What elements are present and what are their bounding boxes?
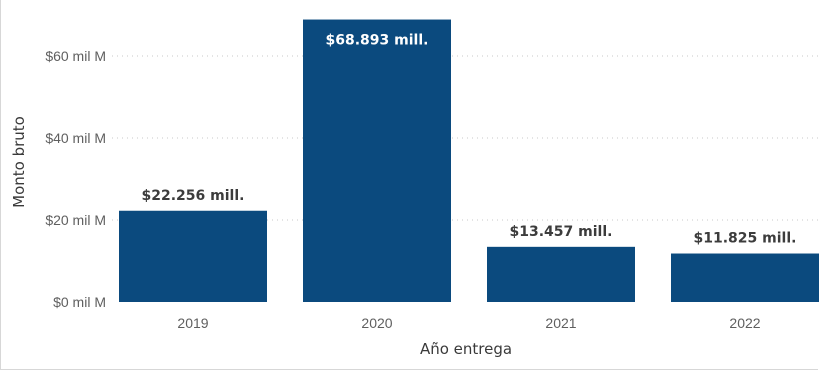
x-tick-label: 2022: [729, 315, 760, 331]
data-label-2020: $68.893 mill.: [326, 33, 429, 49]
y-tick-label: $20 mil M: [45, 212, 106, 228]
data-label-2022: $11.825 mill.: [694, 231, 797, 247]
bar-2019[interactable]: [119, 210, 267, 302]
bar-2022[interactable]: [671, 253, 819, 302]
x-axis-ticks: 2019 2020 2021 2022: [177, 315, 760, 331]
y-tick-label: $60 mil M: [45, 48, 106, 64]
y-axis-title: Monto bruto: [10, 116, 28, 208]
x-axis-title: Año entrega: [420, 340, 512, 358]
y-tick-label: $40 mil M: [45, 130, 106, 146]
data-labels: $22.256 mill. $68.893 mill. $13.457 mill. $…: [142, 33, 797, 247]
bar-2020[interactable]: [303, 19, 451, 303]
bar-2021[interactable]: [487, 246, 635, 302]
x-tick-label: 2020: [361, 315, 392, 331]
x-tick-label: 2019: [177, 315, 208, 331]
y-tick-label: $0 mil M: [53, 294, 106, 310]
bars: [119, 19, 819, 303]
data-label-2021: $13.457 mill.: [510, 224, 613, 240]
x-tick-label: 2021: [545, 315, 576, 331]
data-label-2019: $22.256 mill.: [142, 188, 245, 204]
y-axis-ticks: $0 mil M $20 mil M $40 mil M $60 mil M: [45, 48, 106, 310]
